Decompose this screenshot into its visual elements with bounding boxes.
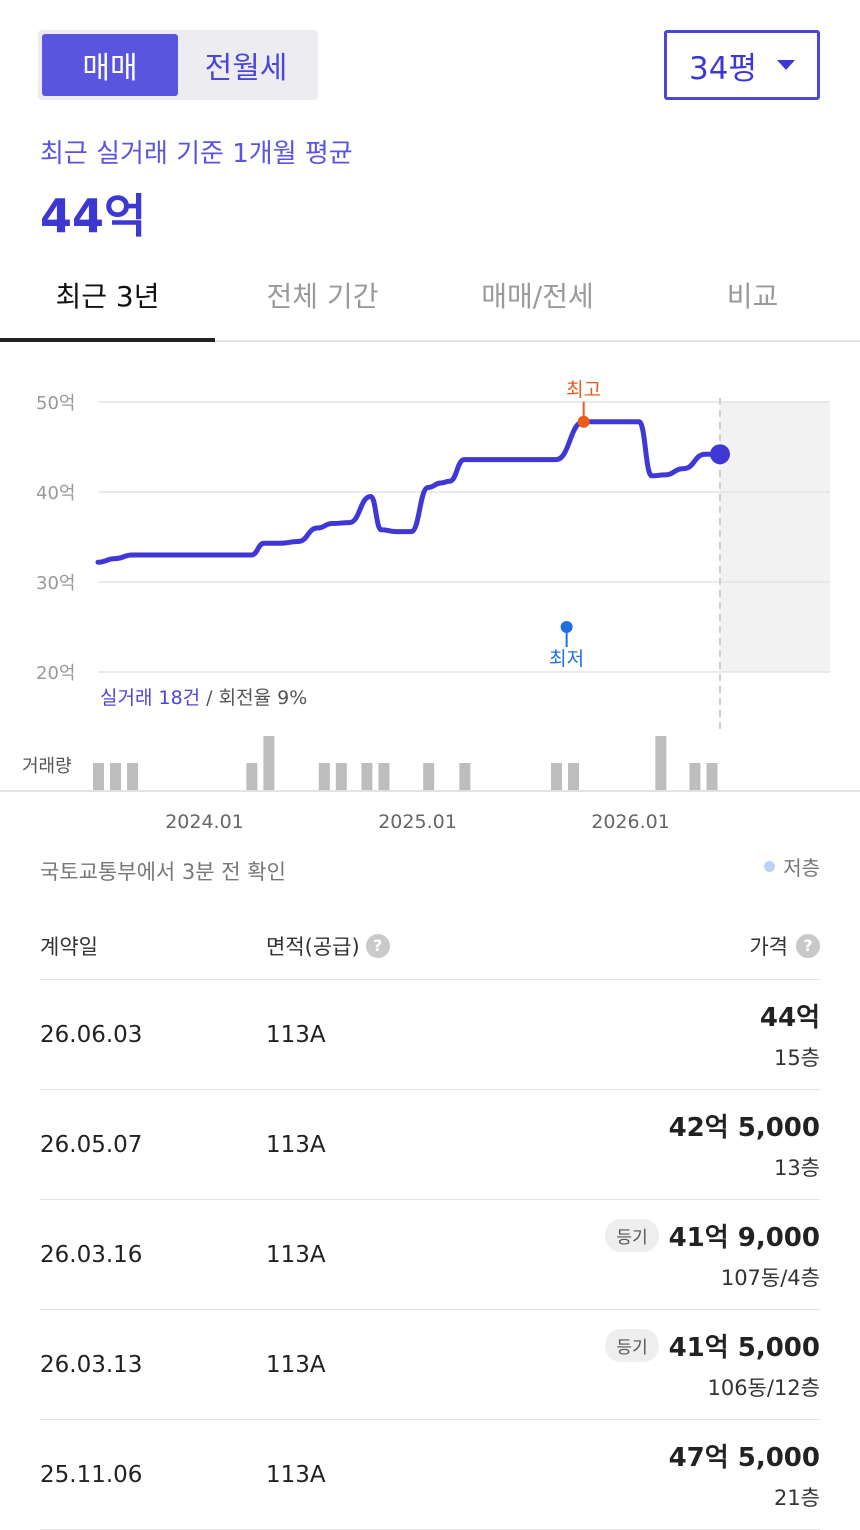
- header-area-label: 면적(공급): [266, 934, 360, 959]
- volume-bar: [689, 763, 701, 790]
- volume-bar: [568, 763, 580, 790]
- row-price: 42억 5,000: [668, 1113, 820, 1143]
- max-marker-dot: [577, 415, 590, 428]
- y-tick-label: 50억: [36, 393, 75, 414]
- header-area: 면적(공급) ?: [266, 931, 749, 961]
- row-floor: 21층: [773, 1486, 820, 1510]
- tab-all-period[interactable]: 전체 기간: [266, 280, 379, 313]
- transactions-table: 계약일 면적(공급) ? 가격 ? 26.06.03 113A 44억 15층 …: [40, 912, 820, 1530]
- row-price-cell: 47억 5,000 21층: [669, 1437, 820, 1512]
- table-row[interactable]: 26.03.13 113A 등기 41억 5,000 106동/12층: [40, 1310, 820, 1420]
- x-tick-label: 2024.01: [165, 811, 244, 833]
- volume-bar: [459, 763, 471, 790]
- current-price-point: [710, 444, 730, 465]
- row-floor: 13층: [773, 1156, 820, 1180]
- row-date: 25.11.06: [40, 1461, 143, 1488]
- row-price-cell: 42억 5,000 13층: [669, 1107, 820, 1182]
- row-area: 113A: [266, 1131, 326, 1158]
- registered-badge: 등기: [605, 1219, 659, 1252]
- volume-bar: [318, 763, 330, 790]
- row-area: 113A: [266, 1461, 326, 1488]
- size-dropdown[interactable]: 34평: [664, 30, 820, 100]
- low-floor-legend-label: 저층: [783, 856, 820, 880]
- average-price-value: 44억: [40, 189, 147, 243]
- trade-count: 실거래 18건: [100, 687, 200, 709]
- min-marker-dot: [560, 621, 573, 633]
- row-price-cell: 등기 41억 5,000 106동/12층: [605, 1327, 820, 1402]
- floor-legend: 저층: [764, 852, 820, 881]
- average-price-label: 최근 실거래 기준 1개월 평균: [40, 139, 353, 169]
- x-tick-label: 2025.01: [378, 811, 457, 833]
- period-tabs: 최근 3년 전체 기간 매매/전세 비교: [0, 250, 860, 342]
- volume-bar: [127, 763, 139, 790]
- volume-label: 거래량: [22, 756, 72, 777]
- min-marker-label: 최저: [549, 648, 584, 670]
- source-note: 국토교통부에서 3분 전 확인: [40, 860, 286, 884]
- header-price-label: 가격: [749, 934, 788, 959]
- volume-bar: [93, 763, 104, 790]
- row-floor: 15층: [773, 1046, 820, 1070]
- tab-sale-jeonse[interactable]: 매매/전세: [481, 280, 594, 313]
- sale-toggle-button[interactable]: 매매: [42, 34, 178, 96]
- max-marker-label: 최고: [566, 379, 601, 401]
- row-price: 47억 5,000: [668, 1443, 820, 1473]
- row-date: 26.03.16: [40, 1241, 143, 1268]
- header-contract-date: 계약일: [40, 934, 98, 959]
- row-price-cell: 44억 15층: [760, 997, 820, 1072]
- rent-toggle-button[interactable]: 전월세: [204, 51, 288, 86]
- tab-recent-3-years[interactable]: 최근 3년: [0, 250, 215, 342]
- area-help-icon[interactable]: ?: [365, 933, 390, 958]
- row-date: 26.05.07: [40, 1131, 143, 1158]
- volume-bar: [246, 763, 258, 790]
- y-tick-label: 30억: [36, 573, 75, 594]
- volume-bar: [361, 763, 373, 790]
- row-price: 41억 5,000: [668, 1333, 820, 1363]
- turnover-rate: / 회전율 9%: [200, 687, 307, 709]
- row-area: 113A: [266, 1241, 326, 1268]
- price-help-icon[interactable]: ?: [796, 933, 820, 958]
- deal-type-toggle: 매매 전월세: [38, 30, 318, 100]
- row-price: 44억: [759, 1003, 820, 1033]
- x-tick-label: 2026.01: [591, 811, 670, 833]
- registered-badge: 등기: [605, 1329, 659, 1362]
- volume-bar: [378, 763, 390, 790]
- header-price: 가격 ?: [749, 931, 820, 961]
- row-date: 26.03.13: [40, 1351, 143, 1378]
- price-series-line: [95, 419, 723, 565]
- row-area: 113A: [266, 1021, 326, 1048]
- tab-compare[interactable]: 비교: [726, 280, 779, 313]
- table-header: 계약일 면적(공급) ? 가격 ?: [40, 912, 820, 980]
- volume-bar: [110, 763, 122, 790]
- row-area: 113A: [266, 1351, 326, 1378]
- forecast-area: [720, 402, 830, 672]
- table-row[interactable]: 25.11.06 113A 47억 5,000 21층: [40, 1420, 820, 1530]
- low-floor-dot-icon: [764, 861, 776, 872]
- row-price-cell: 등기 41억 9,000 107동/4층: [605, 1217, 820, 1292]
- volume-bar: [550, 763, 562, 790]
- table-row[interactable]: 26.06.03 113A 44억 15층: [40, 980, 820, 1090]
- size-dropdown-value: 34평: [689, 50, 757, 87]
- trade-stats: 실거래 18건 / 회전율 9%: [100, 687, 307, 709]
- volume-bar: [335, 763, 347, 790]
- row-date: 26.06.03: [40, 1021, 143, 1048]
- volume-bar: [655, 736, 667, 790]
- caret-down-icon: [776, 60, 795, 70]
- volume-bar: [263, 736, 275, 790]
- row-floor: 106동/12층: [707, 1376, 820, 1400]
- table-row[interactable]: 26.03.16 113A 등기 41억 9,000 107동/4층: [40, 1200, 820, 1310]
- y-tick-label: 20억: [36, 663, 75, 684]
- volume-bar: [706, 763, 718, 790]
- table-row[interactable]: 26.05.07 113A 42억 5,000 13층: [40, 1090, 820, 1200]
- row-price: 41억 9,000: [668, 1223, 820, 1253]
- volume-bar: [423, 763, 435, 790]
- y-tick-label: 40억: [36, 483, 75, 504]
- row-floor: 107동/4층: [720, 1266, 820, 1290]
